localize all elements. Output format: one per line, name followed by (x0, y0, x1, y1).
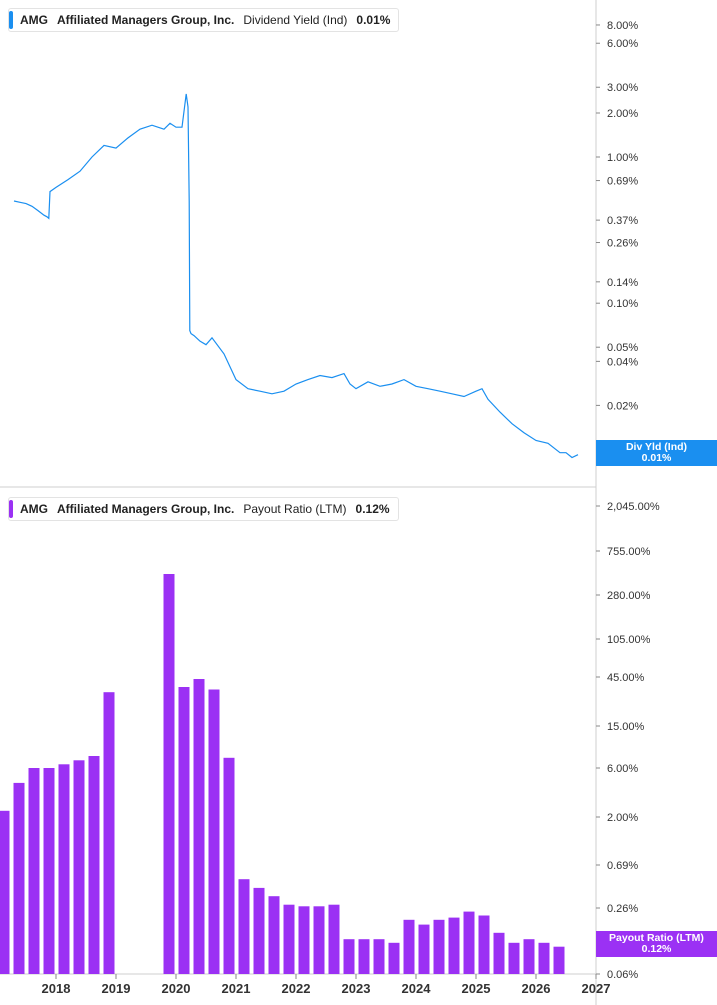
payout-ratio-bar (253, 887, 265, 974)
x-tick-label: 2025 (462, 981, 491, 996)
bottom-value-badge: Payout Ratio (LTM) 0.12% (596, 931, 717, 957)
bottom-y-tick-label: 280.00% (607, 590, 651, 602)
bottom-y-tick-label: 0.26% (607, 903, 638, 915)
bottom-legend-metric: Payout Ratio (LTM) (243, 502, 347, 516)
bottom-y-tick-label: 0.69% (607, 860, 638, 872)
payout-ratio-bar (373, 939, 385, 974)
top-y-tick-label: 0.26% (607, 238, 638, 250)
payout-ratio-bar (403, 919, 415, 974)
payout-ratio-bar (553, 946, 565, 974)
payout-ratio-bar (193, 679, 205, 974)
x-tick-label: 2019 (102, 981, 131, 996)
bottom-y-tick-label: 2,045.00% (607, 501, 660, 513)
payout-ratio-bar (493, 932, 505, 974)
payout-ratio-bar (238, 879, 250, 974)
x-tick-label: 2021 (222, 981, 251, 996)
top-legend-metric: Dividend Yield (Ind) (243, 13, 348, 27)
dividend-yield-line (13, 93, 579, 459)
x-tick-label: 2022 (282, 981, 311, 996)
bottom-y-tick-label: 755.00% (607, 546, 651, 558)
payout-ratio-bar (343, 939, 355, 974)
bottom-y-tick-label: 0.06% (607, 969, 638, 981)
top-y-tick-label: 1.00% (607, 152, 638, 164)
payout-ratio-bar (358, 939, 370, 974)
payout-ratio-bar (388, 942, 400, 974)
bottom-y-tick-label: 2.00% (607, 812, 638, 824)
bottom-legend-company: Affiliated Managers Group, Inc. (57, 502, 235, 516)
top-y-tick-label: 6.00% (607, 38, 638, 50)
payout-ratio-bar (328, 904, 340, 974)
payout-ratio-bar (208, 689, 220, 974)
payout-ratio-bar (463, 911, 475, 974)
payout-ratio-bar (178, 687, 190, 974)
bottom-y-tick-label: 45.00% (607, 672, 645, 684)
top-legend-color-bar (9, 11, 13, 29)
payout-ratio-bar (103, 692, 115, 974)
bottom-y-tick-label: 105.00% (607, 634, 651, 646)
top-legend[interactable]: AMG Affiliated Managers Group, Inc. Divi… (8, 8, 400, 32)
payout-ratio-bar (43, 768, 55, 974)
top-y-tick-label: 0.04% (607, 356, 638, 368)
top-y-tick-label: 0.10% (607, 298, 638, 310)
bottom-legend-color-bar (9, 500, 13, 518)
top-y-tick-label: 8.00% (607, 20, 638, 32)
bottom-legend-value: 0.12% (355, 502, 390, 516)
bottom-legend-ticker: AMG (20, 502, 48, 516)
top-legend-company: Affiliated Managers Group, Inc. (57, 13, 235, 27)
x-tick-label: 2018 (42, 981, 71, 996)
top-y-tick-label: 2.00% (607, 108, 638, 120)
top-badge-label: Div Yld (Ind) (625, 441, 688, 453)
x-tick-label: 2020 (162, 981, 191, 996)
top-y-tick-label: 0.37% (607, 215, 638, 227)
x-tick-label: 2023 (342, 981, 371, 996)
payout-ratio-bar (268, 896, 280, 974)
payout-ratio-bar (88, 756, 100, 974)
top-y-tick-label: 0.02% (607, 400, 638, 412)
payout-ratio-bar (478, 915, 490, 974)
top-y-tick-label: 0.69% (607, 176, 638, 188)
payout-ratio-bar (313, 906, 325, 974)
payout-ratio-bar (13, 782, 25, 974)
bottom-legend[interactable]: AMG Affiliated Managers Group, Inc. Payo… (8, 497, 399, 521)
top-y-tick-label: 0.14% (607, 277, 638, 289)
x-tick-label: 2027 (582, 981, 611, 996)
bottom-badge-label: Payout Ratio (LTM) (609, 932, 704, 944)
bottom-y-tick-label: 6.00% (607, 763, 638, 775)
bottom-badge-value: 0.12% (641, 943, 672, 955)
top-y-tick-label: 0.05% (607, 342, 638, 354)
payout-ratio-bar (508, 942, 520, 974)
payout-ratio-bar (523, 939, 535, 974)
x-tick-label: 2026 (522, 981, 551, 996)
payout-ratio-bar (163, 574, 175, 974)
payout-ratio-bar (223, 757, 235, 974)
payout-ratio-bar (283, 904, 295, 974)
top-legend-value: 0.01% (356, 13, 391, 27)
top-badge-value: 0.01% (641, 452, 672, 464)
payout-ratio-bar (58, 764, 70, 974)
payout-ratio-bar (298, 906, 310, 974)
payout-ratio-bar (0, 810, 10, 974)
x-tick-label: 2024 (402, 981, 432, 996)
top-legend-ticker: AMG (20, 13, 48, 27)
payout-ratio-bar (73, 760, 85, 974)
payout-ratio-bar (418, 924, 430, 974)
payout-ratio-bar (433, 919, 445, 974)
payout-ratio-bar (448, 917, 460, 974)
payout-ratio-bar (538, 942, 550, 974)
top-y-tick-label: 3.00% (607, 82, 638, 94)
top-value-badge: Div Yld (Ind) 0.01% (596, 440, 717, 466)
bottom-y-tick-label: 15.00% (607, 721, 645, 733)
payout-ratio-bar (28, 768, 40, 974)
